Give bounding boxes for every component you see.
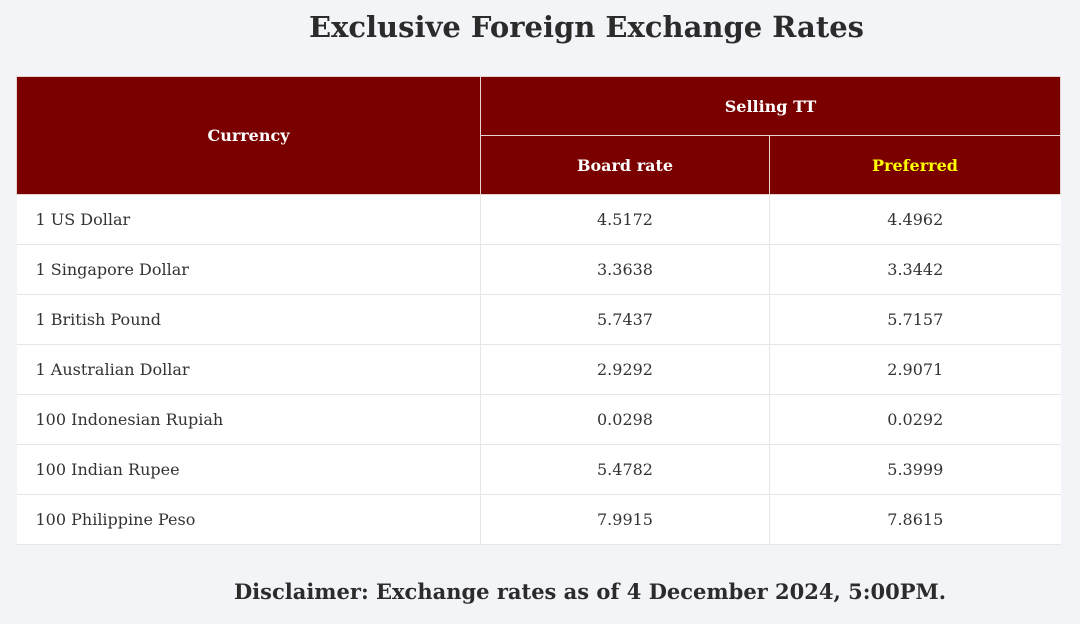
table-row: 1 Singapore Dollar 3.3638 3.3442 (16, 244, 1061, 295)
table-subheader-row: Board rate Preferred (17, 135, 1062, 195)
preferred-header: Preferred (768, 135, 1062, 195)
currency-cell: 1 British Pound (16, 294, 481, 345)
table-row: 100 Indian Rupee 5.4782 5.3999 (16, 444, 1061, 495)
currency-cell: 100 Indian Rupee (16, 444, 481, 495)
board-rate-cell: 5.4782 (480, 444, 770, 495)
currency-cell: 100 Indonesian Rupiah (16, 394, 481, 445)
board-rate-header: Board rate (480, 135, 770, 195)
selling-tt-header: Selling TT (479, 76, 1062, 136)
board-rate-cell: 5.7437 (480, 294, 770, 345)
board-rate-cell: 4.5172 (480, 194, 770, 245)
preferred-rate-cell: 4.4962 (887, 210, 944, 229)
board-rate-cell: 0.0298 (480, 394, 770, 445)
preferred-rate-cell: 7.8615 (887, 510, 944, 529)
preferred-rate-cell: 5.3999 (887, 460, 944, 479)
page-title: Exclusive Foreign Exchange Rates (308, 10, 864, 44)
table-row: 1 British Pound 5.7437 5.7157 (16, 294, 1061, 345)
exchange-rates-table: Currency Selling TT Board rate Preferred… (16, 76, 1062, 545)
board-rate-cell: 7.9915 (480, 494, 770, 545)
table-header-row: Currency Selling TT (16, 76, 1062, 195)
table-row: 100 Indonesian Rupiah 0.0298 0.0292 (16, 394, 1061, 445)
currency-cell: 1 US Dollar (16, 194, 481, 245)
table-row: 100 Philippine Peso 7.9915 7.8615 (16, 494, 1061, 545)
board-rate-cell: 3.3638 (480, 244, 770, 295)
currency-cell: 100 Philippine Peso (16, 494, 481, 545)
table-row: 1 US Dollar 4.5172 4.4962 (16, 194, 1061, 245)
table-row: 1 Australian Dollar 2.9292 2.9071 (16, 344, 1061, 395)
preferred-rate-cell: 2.9071 (887, 360, 944, 379)
preferred-rate-cell: 0.0292 (887, 410, 944, 429)
board-rate-cell: 2.9292 (480, 344, 770, 395)
preferred-rate-cell: 3.3442 (887, 260, 944, 279)
currency-cell: 1 Australian Dollar (16, 344, 481, 395)
disclaimer-text: Disclaimer: Exchange rates as of 4 Decem… (233, 579, 947, 604)
preferred-rate-cell: 5.7157 (887, 310, 944, 329)
currency-cell: 1 Singapore Dollar (16, 244, 481, 295)
currency-header: Currency (16, 76, 481, 195)
